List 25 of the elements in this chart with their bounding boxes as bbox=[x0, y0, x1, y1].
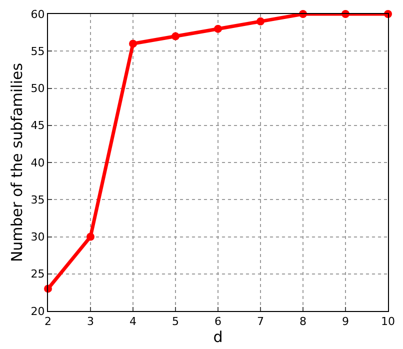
x-tick-label: 3 bbox=[87, 315, 94, 328]
x-tick-label: 9 bbox=[342, 315, 349, 328]
y-tick-label: 60 bbox=[30, 8, 45, 21]
x-tick-label: 2 bbox=[44, 315, 52, 328]
x-tick-label: 8 bbox=[300, 315, 306, 328]
y-tick-label: 55 bbox=[30, 44, 45, 58]
y-tick-label: 45 bbox=[30, 119, 45, 132]
x-axis-title: d bbox=[213, 328, 223, 346]
y-axis-title: Number of the subfamilies bbox=[8, 62, 26, 262]
x-tick-label: 5 bbox=[172, 315, 179, 328]
x-tick-label: 7 bbox=[257, 315, 264, 328]
point bbox=[86, 232, 94, 241]
y-tick-label: 40 bbox=[30, 156, 45, 170]
point bbox=[256, 17, 264, 26]
x-tick-label: 4 bbox=[130, 315, 136, 328]
y-tick-label: 20 bbox=[30, 304, 45, 318]
point bbox=[129, 40, 137, 48]
point bbox=[214, 24, 222, 33]
x-tick-label: 10 bbox=[381, 315, 395, 328]
y-tick-label: 25 bbox=[30, 268, 45, 281]
y-tick-label: 30 bbox=[30, 230, 45, 244]
y-tick-label: 35 bbox=[30, 193, 45, 206]
x-tick-label: 6 bbox=[214, 315, 222, 328]
point bbox=[172, 32, 180, 40]
y-tick-label: 50 bbox=[30, 82, 45, 96]
